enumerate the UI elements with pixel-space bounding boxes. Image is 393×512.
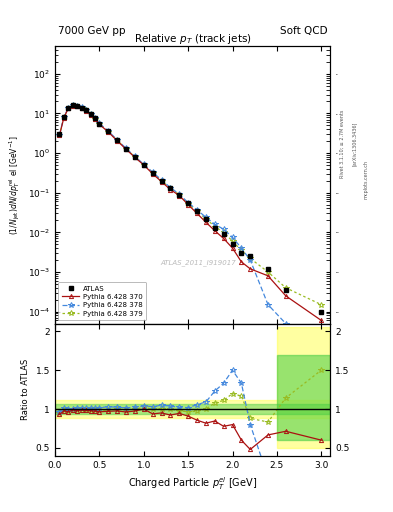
- Bar: [55, 404, 330, 414]
- Bar: [277, 328, 330, 448]
- Text: [arXiv:1306.3436]: [arXiv:1306.3436]: [352, 121, 357, 165]
- Text: ATLAS_2011_I919017: ATLAS_2011_I919017: [160, 259, 236, 266]
- Y-axis label: Ratio to ATLAS: Ratio to ATLAS: [21, 359, 30, 420]
- X-axis label: Charged Particle $p^{el}_{T}$ [GeV]: Charged Particle $p^{el}_{T}$ [GeV]: [128, 475, 257, 492]
- Y-axis label: $(1/N_{\rm jet})dN/dp^{\rm rel}_{T}$ el [GeV$^{-1}$]: $(1/N_{\rm jet})dN/dp^{\rm rel}_{T}$ el …: [7, 135, 22, 234]
- Bar: [277, 355, 330, 440]
- Text: mcplots.cern.ch: mcplots.cern.ch: [364, 160, 369, 199]
- Text: Rivet 3.1.10; ≥ 2.7M events: Rivet 3.1.10; ≥ 2.7M events: [340, 109, 345, 178]
- Title: Relative $p_{T}$ (track jets): Relative $p_{T}$ (track jets): [134, 32, 252, 46]
- Text: 7000 GeV pp: 7000 GeV pp: [58, 27, 125, 36]
- Legend: ATLAS, Pythia 6.428 370, Pythia 6.428 378, Pythia 6.428 379: ATLAS, Pythia 6.428 370, Pythia 6.428 37…: [59, 282, 146, 320]
- Bar: [55, 400, 330, 418]
- Text: Soft QCD: Soft QCD: [280, 27, 327, 36]
